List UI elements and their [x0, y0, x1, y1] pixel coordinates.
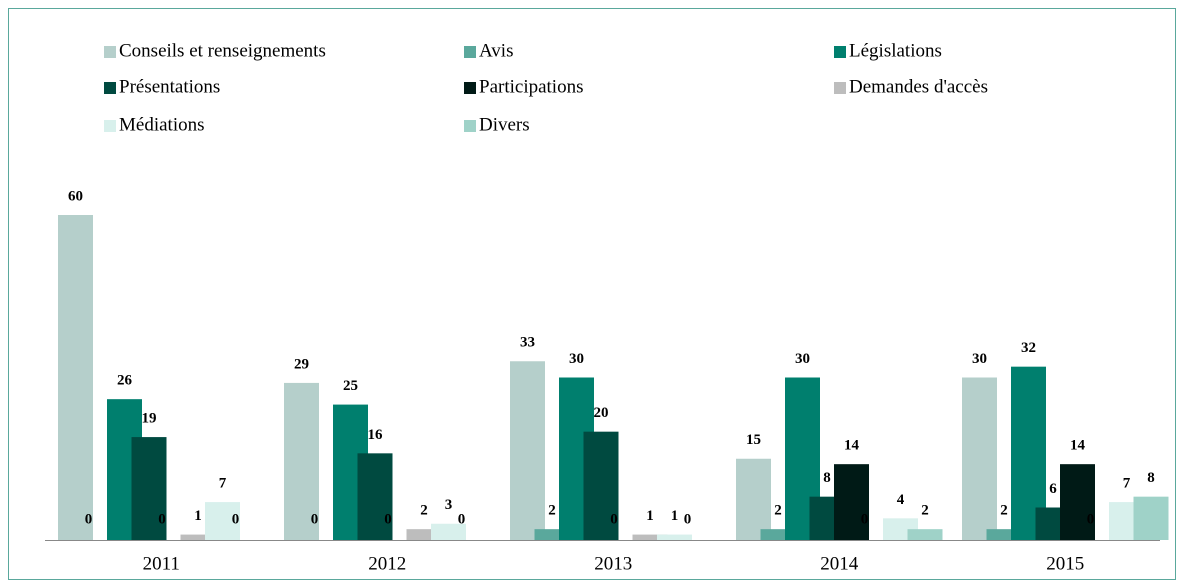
- value-label: 1: [194, 508, 202, 524]
- bar: [431, 523, 466, 540]
- x-tick-label: 2011: [143, 553, 180, 574]
- value-label: 20: [594, 405, 609, 421]
- legend-label: Conseils et renseignements: [119, 40, 326, 61]
- value-label: 0: [384, 511, 392, 527]
- value-label: 33: [520, 335, 535, 351]
- bar: [632, 534, 668, 540]
- bar: [205, 502, 240, 540]
- legend-swatch: [464, 46, 476, 58]
- legend-swatch: [104, 46, 116, 58]
- legend-swatch: [834, 82, 846, 94]
- value-label: 0: [1087, 511, 1095, 527]
- value-label: 2: [1000, 503, 1008, 519]
- bar: [986, 529, 1022, 540]
- bar: [180, 534, 216, 540]
- bar: [962, 377, 997, 540]
- bar: [58, 215, 93, 540]
- value-label: 30: [972, 351, 987, 367]
- bar: [284, 382, 319, 540]
- value-label: 0: [610, 511, 618, 527]
- legend-swatch: [464, 120, 476, 132]
- value-label: 32: [1021, 340, 1036, 356]
- value-label: 14: [844, 438, 860, 454]
- value-label: 60: [68, 188, 83, 204]
- legend-label: Demandes d'accès: [849, 76, 988, 97]
- legend-label: Médiations: [119, 114, 205, 135]
- bar: [534, 529, 570, 540]
- value-label: 2: [420, 503, 428, 519]
- x-tick-label: 2013: [594, 553, 632, 574]
- legend-swatch: [464, 82, 476, 94]
- value-label: 2: [921, 503, 929, 519]
- value-label: 0: [861, 511, 869, 527]
- value-label: 7: [219, 476, 227, 492]
- bar: [406, 529, 442, 540]
- legend-label: Législations: [849, 40, 942, 61]
- bar: [583, 431, 619, 540]
- bar: [657, 534, 692, 540]
- value-label: 0: [232, 511, 240, 527]
- bar: [1133, 496, 1169, 540]
- value-label: 0: [458, 511, 466, 527]
- legend-label: Participations: [479, 76, 583, 97]
- legend-label: Avis: [479, 40, 513, 61]
- value-label: 19: [142, 411, 157, 427]
- bar: [131, 437, 167, 540]
- value-label: 29: [294, 356, 309, 372]
- bar: [510, 361, 545, 540]
- bar: [1060, 464, 1095, 540]
- legend-swatch: [104, 120, 116, 132]
- legend-swatch: [104, 82, 116, 94]
- value-label: 2: [774, 503, 782, 519]
- value-label: 14: [1070, 438, 1086, 454]
- x-tick-label: 2012: [368, 553, 406, 574]
- value-label: 8: [1147, 470, 1155, 486]
- value-label: 1: [646, 508, 654, 524]
- legend-swatch: [834, 46, 846, 58]
- value-label: 8: [823, 470, 831, 486]
- value-label: 1: [671, 508, 679, 524]
- value-label: 26: [117, 373, 133, 389]
- value-label: 3: [445, 497, 453, 513]
- x-tick-label: 2014: [820, 553, 859, 574]
- value-label: 7: [1123, 476, 1131, 492]
- value-label: 15: [746, 432, 761, 448]
- x-tick-label: 2015: [1046, 553, 1084, 574]
- value-label: 30: [569, 351, 584, 367]
- value-label: 4: [897, 492, 905, 508]
- value-label: 25: [343, 378, 358, 394]
- value-label: 0: [85, 511, 93, 527]
- bar: [834, 464, 869, 540]
- value-label: 0: [158, 511, 166, 527]
- bar: [907, 529, 943, 540]
- bar: [736, 458, 771, 540]
- value-label: 30: [795, 351, 810, 367]
- legend-label: Présentations: [119, 76, 220, 97]
- value-label: 6: [1049, 481, 1057, 497]
- value-label: 16: [368, 427, 384, 443]
- value-label: 0: [311, 511, 319, 527]
- bar: [357, 453, 393, 540]
- bar: [760, 529, 796, 540]
- value-label: 2: [548, 503, 556, 519]
- value-label: 0: [684, 511, 692, 527]
- legend-label: Divers: [479, 114, 530, 135]
